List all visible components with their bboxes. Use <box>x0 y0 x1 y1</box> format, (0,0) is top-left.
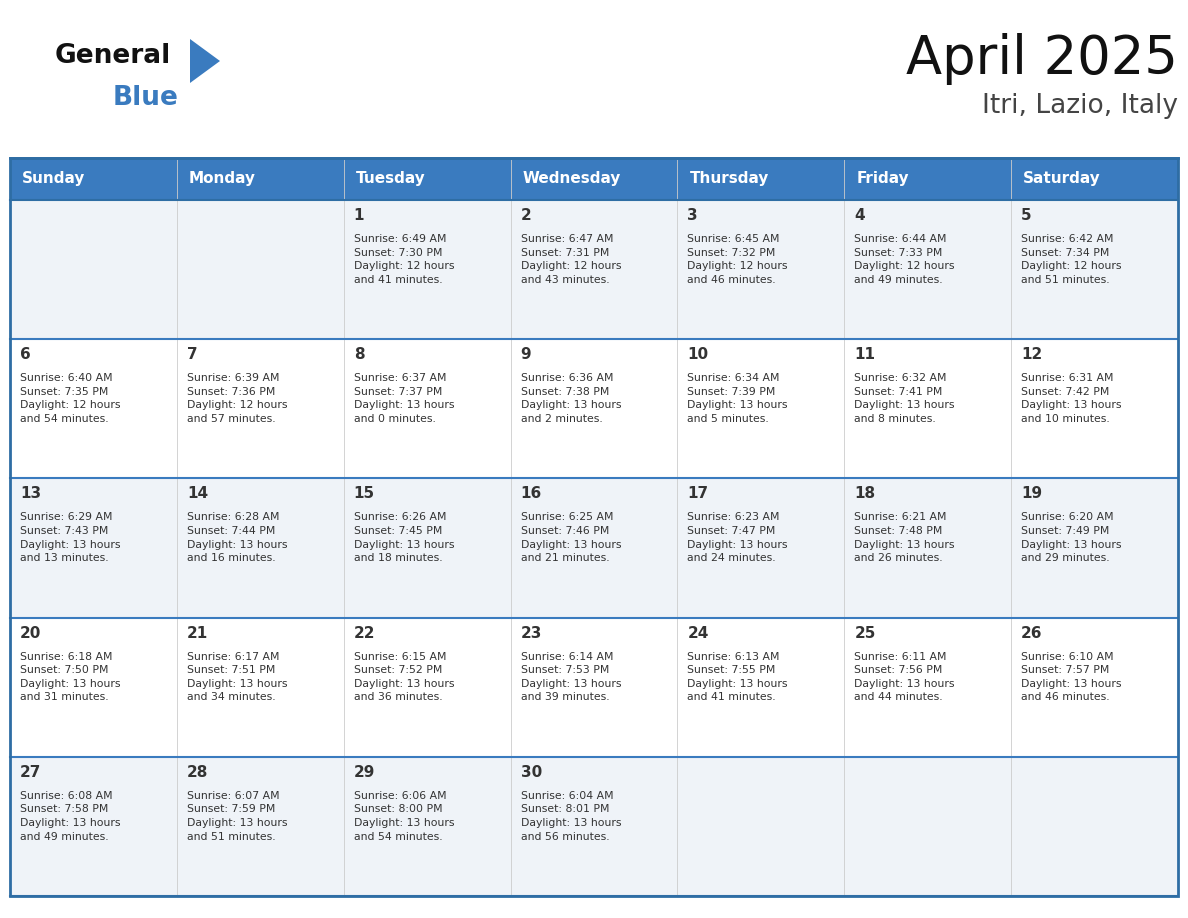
Text: 15: 15 <box>354 487 375 501</box>
Text: Sunrise: 6:37 AM
Sunset: 7:37 PM
Daylight: 13 hours
and 0 minutes.: Sunrise: 6:37 AM Sunset: 7:37 PM Dayligh… <box>354 374 454 424</box>
Text: 12: 12 <box>1022 347 1042 363</box>
Text: Tuesday: Tuesday <box>355 172 425 186</box>
Text: Sunrise: 6:08 AM
Sunset: 7:58 PM
Daylight: 13 hours
and 49 minutes.: Sunrise: 6:08 AM Sunset: 7:58 PM Dayligh… <box>20 790 120 842</box>
Text: Sunrise: 6:14 AM
Sunset: 7:53 PM
Daylight: 13 hours
and 39 minutes.: Sunrise: 6:14 AM Sunset: 7:53 PM Dayligh… <box>520 652 621 702</box>
Bar <box>10 618 1178 756</box>
Bar <box>10 200 1178 339</box>
Text: 7: 7 <box>187 347 197 363</box>
Text: 23: 23 <box>520 625 542 641</box>
Text: Sunrise: 6:25 AM
Sunset: 7:46 PM
Daylight: 13 hours
and 21 minutes.: Sunrise: 6:25 AM Sunset: 7:46 PM Dayligh… <box>520 512 621 564</box>
Text: Sunrise: 6:15 AM
Sunset: 7:52 PM
Daylight: 13 hours
and 36 minutes.: Sunrise: 6:15 AM Sunset: 7:52 PM Dayligh… <box>354 652 454 702</box>
Text: 9: 9 <box>520 347 531 363</box>
Text: Itri, Lazio, Italy: Itri, Lazio, Italy <box>982 93 1178 119</box>
Text: Sunrise: 6:44 AM
Sunset: 7:33 PM
Daylight: 12 hours
and 49 minutes.: Sunrise: 6:44 AM Sunset: 7:33 PM Dayligh… <box>854 234 955 285</box>
Text: Sunrise: 6:31 AM
Sunset: 7:42 PM
Daylight: 13 hours
and 10 minutes.: Sunrise: 6:31 AM Sunset: 7:42 PM Dayligh… <box>1022 374 1121 424</box>
Text: 29: 29 <box>354 765 375 779</box>
Text: Blue: Blue <box>113 85 179 111</box>
Text: 14: 14 <box>187 487 208 501</box>
Text: 24: 24 <box>688 625 709 641</box>
Text: General: General <box>55 43 171 69</box>
Text: 21: 21 <box>187 625 208 641</box>
Text: Saturday: Saturday <box>1023 172 1101 186</box>
Text: 16: 16 <box>520 487 542 501</box>
Text: Sunrise: 6:21 AM
Sunset: 7:48 PM
Daylight: 13 hours
and 26 minutes.: Sunrise: 6:21 AM Sunset: 7:48 PM Dayligh… <box>854 512 955 564</box>
Text: 13: 13 <box>20 487 42 501</box>
Text: Sunrise: 6:49 AM
Sunset: 7:30 PM
Daylight: 12 hours
and 41 minutes.: Sunrise: 6:49 AM Sunset: 7:30 PM Dayligh… <box>354 234 454 285</box>
Text: 18: 18 <box>854 487 876 501</box>
Text: Sunrise: 6:39 AM
Sunset: 7:36 PM
Daylight: 12 hours
and 57 minutes.: Sunrise: 6:39 AM Sunset: 7:36 PM Dayligh… <box>187 374 287 424</box>
Text: 19: 19 <box>1022 487 1042 501</box>
Text: 4: 4 <box>854 208 865 223</box>
Text: 1: 1 <box>354 208 365 223</box>
Text: Sunrise: 6:11 AM
Sunset: 7:56 PM
Daylight: 13 hours
and 44 minutes.: Sunrise: 6:11 AM Sunset: 7:56 PM Dayligh… <box>854 652 955 702</box>
Text: Sunrise: 6:34 AM
Sunset: 7:39 PM
Daylight: 13 hours
and 5 minutes.: Sunrise: 6:34 AM Sunset: 7:39 PM Dayligh… <box>688 374 788 424</box>
Text: Sunday: Sunday <box>23 172 86 186</box>
Text: Sunrise: 6:36 AM
Sunset: 7:38 PM
Daylight: 13 hours
and 2 minutes.: Sunrise: 6:36 AM Sunset: 7:38 PM Dayligh… <box>520 374 621 424</box>
Text: Sunrise: 6:28 AM
Sunset: 7:44 PM
Daylight: 13 hours
and 16 minutes.: Sunrise: 6:28 AM Sunset: 7:44 PM Dayligh… <box>187 512 287 564</box>
Text: 11: 11 <box>854 347 876 363</box>
Text: Sunrise: 6:10 AM
Sunset: 7:57 PM
Daylight: 13 hours
and 46 minutes.: Sunrise: 6:10 AM Sunset: 7:57 PM Dayligh… <box>1022 652 1121 702</box>
Text: Sunrise: 6:18 AM
Sunset: 7:50 PM
Daylight: 13 hours
and 31 minutes.: Sunrise: 6:18 AM Sunset: 7:50 PM Dayligh… <box>20 652 120 702</box>
Text: Sunrise: 6:32 AM
Sunset: 7:41 PM
Daylight: 13 hours
and 8 minutes.: Sunrise: 6:32 AM Sunset: 7:41 PM Dayligh… <box>854 374 955 424</box>
Text: Monday: Monday <box>189 172 255 186</box>
Text: 5: 5 <box>1022 208 1031 223</box>
Text: 17: 17 <box>688 487 708 501</box>
Text: Sunrise: 6:23 AM
Sunset: 7:47 PM
Daylight: 13 hours
and 24 minutes.: Sunrise: 6:23 AM Sunset: 7:47 PM Dayligh… <box>688 512 788 564</box>
Bar <box>10 478 1178 618</box>
Text: Thursday: Thursday <box>689 172 769 186</box>
Text: 2: 2 <box>520 208 531 223</box>
Text: April 2025: April 2025 <box>906 33 1178 85</box>
Text: Sunrise: 6:47 AM
Sunset: 7:31 PM
Daylight: 12 hours
and 43 minutes.: Sunrise: 6:47 AM Sunset: 7:31 PM Dayligh… <box>520 234 621 285</box>
Text: Friday: Friday <box>857 172 909 186</box>
Text: Sunrise: 6:42 AM
Sunset: 7:34 PM
Daylight: 12 hours
and 51 minutes.: Sunrise: 6:42 AM Sunset: 7:34 PM Dayligh… <box>1022 234 1121 285</box>
Text: 20: 20 <box>20 625 42 641</box>
Text: Sunrise: 6:40 AM
Sunset: 7:35 PM
Daylight: 12 hours
and 54 minutes.: Sunrise: 6:40 AM Sunset: 7:35 PM Dayligh… <box>20 374 120 424</box>
Text: Sunrise: 6:45 AM
Sunset: 7:32 PM
Daylight: 12 hours
and 46 minutes.: Sunrise: 6:45 AM Sunset: 7:32 PM Dayligh… <box>688 234 788 285</box>
Text: 25: 25 <box>854 625 876 641</box>
Text: Sunrise: 6:06 AM
Sunset: 8:00 PM
Daylight: 13 hours
and 54 minutes.: Sunrise: 6:06 AM Sunset: 8:00 PM Dayligh… <box>354 790 454 842</box>
Bar <box>10 158 1178 200</box>
Text: 27: 27 <box>20 765 42 779</box>
Text: Sunrise: 6:04 AM
Sunset: 8:01 PM
Daylight: 13 hours
and 56 minutes.: Sunrise: 6:04 AM Sunset: 8:01 PM Dayligh… <box>520 790 621 842</box>
Text: 30: 30 <box>520 765 542 779</box>
Text: 6: 6 <box>20 347 31 363</box>
Text: 22: 22 <box>354 625 375 641</box>
Text: Sunrise: 6:26 AM
Sunset: 7:45 PM
Daylight: 13 hours
and 18 minutes.: Sunrise: 6:26 AM Sunset: 7:45 PM Dayligh… <box>354 512 454 564</box>
Bar <box>10 339 1178 478</box>
Text: 3: 3 <box>688 208 699 223</box>
Polygon shape <box>190 39 220 83</box>
Text: Sunrise: 6:13 AM
Sunset: 7:55 PM
Daylight: 13 hours
and 41 minutes.: Sunrise: 6:13 AM Sunset: 7:55 PM Dayligh… <box>688 652 788 702</box>
Text: Sunrise: 6:29 AM
Sunset: 7:43 PM
Daylight: 13 hours
and 13 minutes.: Sunrise: 6:29 AM Sunset: 7:43 PM Dayligh… <box>20 512 120 564</box>
Text: Wednesday: Wednesday <box>523 172 621 186</box>
Text: 26: 26 <box>1022 625 1043 641</box>
Bar <box>10 158 1178 896</box>
Text: 8: 8 <box>354 347 365 363</box>
Text: Sunrise: 6:07 AM
Sunset: 7:59 PM
Daylight: 13 hours
and 51 minutes.: Sunrise: 6:07 AM Sunset: 7:59 PM Dayligh… <box>187 790 287 842</box>
Text: Sunrise: 6:20 AM
Sunset: 7:49 PM
Daylight: 13 hours
and 29 minutes.: Sunrise: 6:20 AM Sunset: 7:49 PM Dayligh… <box>1022 512 1121 564</box>
Text: 28: 28 <box>187 765 208 779</box>
Bar <box>10 756 1178 896</box>
Text: Sunrise: 6:17 AM
Sunset: 7:51 PM
Daylight: 13 hours
and 34 minutes.: Sunrise: 6:17 AM Sunset: 7:51 PM Dayligh… <box>187 652 287 702</box>
Text: 10: 10 <box>688 347 708 363</box>
